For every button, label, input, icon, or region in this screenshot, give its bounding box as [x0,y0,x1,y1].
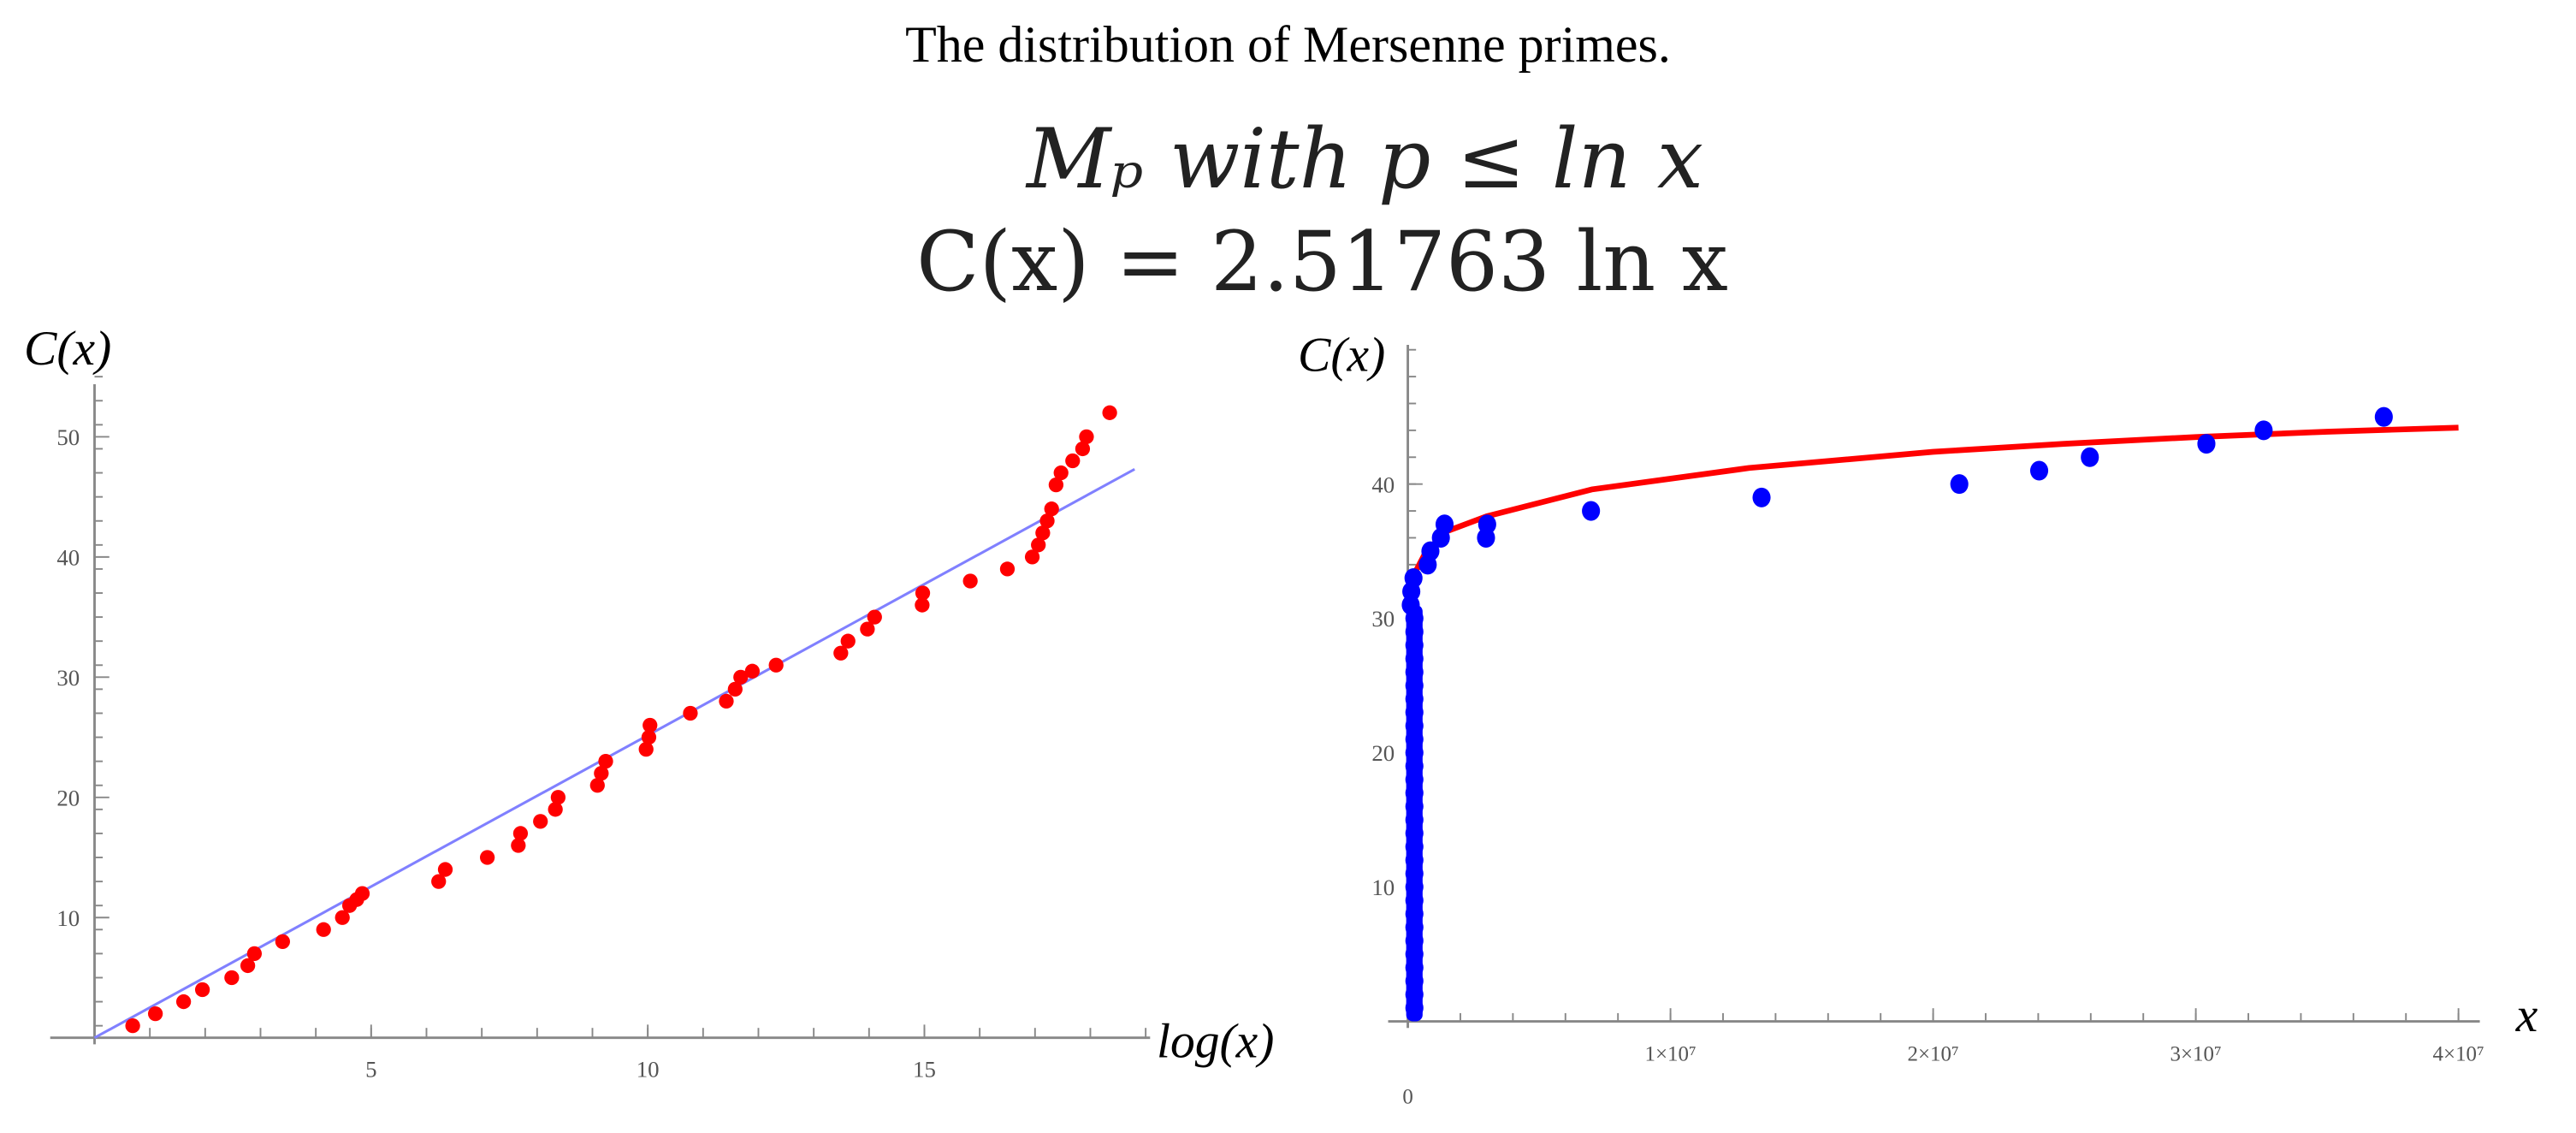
right-ytick-label: 30 [1371,606,1395,632]
right-xtick-label: 2×10⁷ [1908,1043,1959,1066]
right-xtick-label: 0 [1402,1085,1412,1108]
left-ytick-label: 40 [56,544,80,570]
right-xtick-label: 3×10⁷ [2170,1043,2222,1066]
left-xtick-label: 10 [637,1057,660,1083]
left-chart: C(x) 5 10 15 10 20 30 40 50 log(x) [24,322,1274,1083]
left-ytick-label: 30 [56,665,80,691]
formula-mp: Mₚ with p ≤ ln x [1026,111,1704,207]
right-xtick-label: 4×10⁷ [2433,1043,2484,1066]
right-data-points [1401,406,2393,1022]
left-ytick-label: 20 [56,785,80,810]
left-xtick-label: 5 [365,1057,376,1083]
left-ytick-label: 50 [56,424,80,450]
left-ticks: 5 10 15 10 20 30 40 50 [56,376,1147,1083]
left-ytick-label: 10 [56,905,80,931]
left-xtick-label: 15 [913,1057,936,1083]
right-xlabel: x [2515,988,2538,1042]
right-ytick-label: 10 [1371,875,1395,900]
left-ylabel: C(x) [24,322,111,376]
right-ylabel: C(x) [1298,329,1385,383]
right-xtick-label: 1×10⁷ [1645,1043,1697,1066]
right-chart: C(x) 0 1×10⁷ 2×10⁷ 3×10⁷ 4×10⁷ 10 20 30 40 x [1298,329,2538,1109]
figure-title: The distribution of Mersenne primes. [905,16,1671,73]
right-fit-curve [1405,424,2459,606]
right-ticks: 0 1×10⁷ 2×10⁷ 3×10⁷ 4×10⁷ 10 20 30 40 [1371,348,2484,1108]
left-xlabel: log(x) [1157,1015,1274,1069]
left-data-points [125,405,1117,1034]
formula-cx: C(x) = 2.51763 ln x [916,214,1728,310]
right-ytick-label: 20 [1371,740,1395,766]
left-fit-line [93,467,1135,1040]
right-ytick-label: 40 [1371,472,1395,497]
